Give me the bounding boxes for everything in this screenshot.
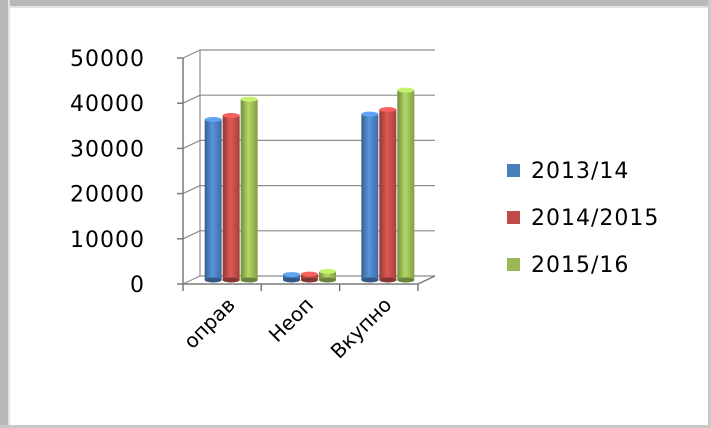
y-tick-label: 20000 — [70, 183, 145, 208]
legend-label: 2013/14 — [531, 159, 629, 184]
x-tick-label-оправ: оправ — [179, 293, 240, 354]
axes — [177, 50, 436, 291]
y-tick-label: 30000 — [70, 137, 145, 162]
floor-edge — [417, 275, 436, 285]
legend-item-2015-16: 2015/16 — [507, 253, 629, 278]
gridline-depth — [182, 139, 201, 149]
x-tick-label-вкупно: Вкупно — [326, 293, 397, 364]
category-labels: оправ Неоп Вкупно — [179, 293, 397, 364]
frame-border-right — [708, 0, 711, 428]
frame-border-bottom — [0, 425, 711, 428]
bar-неоп-2014-2015 — [301, 271, 318, 283]
legend-swatch — [507, 258, 520, 271]
bar-вкупно-2015-16 — [397, 87, 415, 283]
gridline-depth — [182, 49, 201, 59]
legend-item-2014-2015: 2014/2015 — [507, 206, 659, 231]
y-tick-labels: 0 10000 20000 30000 40000 50000 — [70, 47, 145, 298]
bars — [204, 87, 415, 283]
y-tick-label: 10000 — [70, 228, 145, 253]
gridline-depth — [182, 185, 201, 195]
bar-вкупно-2014-2015 — [379, 107, 397, 283]
bar-оправ-2013-14 — [204, 117, 222, 283]
gridline-depth — [182, 275, 201, 285]
bar-вкупно-2013-14 — [361, 111, 379, 283]
y-tick-label: 0 — [130, 273, 145, 298]
legend-label: 2015/16 — [531, 253, 629, 278]
y-tick-label: 50000 — [70, 47, 145, 72]
bar-неоп-2013-14 — [283, 272, 300, 283]
frame-border-top — [0, 0, 711, 6]
gridline-depth — [182, 230, 201, 240]
legend-swatch — [507, 211, 520, 224]
frame-border-top-inner — [8, 6, 711, 8]
legend-item-2013-14: 2013/14 — [507, 159, 629, 184]
gridline-depth — [182, 94, 201, 104]
x-tick-label-неоп: Неоп — [264, 293, 318, 347]
frame-border-left — [0, 0, 8, 428]
legend-label: 2014/2015 — [531, 206, 659, 231]
frame-border-left-inner — [8, 0, 10, 428]
legend: 2013/14 2014/2015 2015/16 — [507, 159, 659, 278]
bar-неоп-2015-16 — [319, 268, 336, 283]
y-tick-label: 40000 — [70, 92, 145, 117]
legend-swatch — [507, 164, 520, 177]
bar-оправ-2015-16 — [240, 96, 258, 283]
bar-оправ-2014-2015 — [222, 112, 240, 283]
